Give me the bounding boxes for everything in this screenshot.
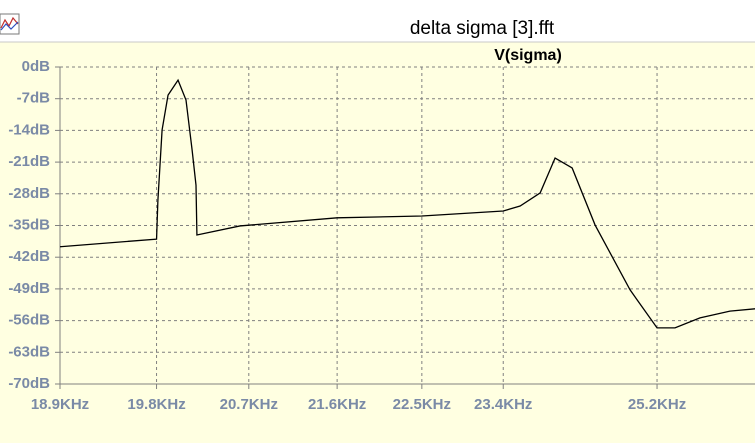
plot-area: 0dB -7dB -14dB -21dB -28dB -35dB -42dB -49dB -56… xyxy=(8,58,755,413)
y-tick-label: -7dB xyxy=(17,90,51,107)
y-tick-label: -42dB xyxy=(8,248,50,265)
y-tick-label: -28dB xyxy=(8,185,50,202)
title-bar xyxy=(0,0,755,42)
y-tick-label: 0dB xyxy=(22,58,51,75)
y-tick-label: -21dB xyxy=(8,153,50,170)
x-tick-label: 21.6KHz xyxy=(308,396,366,413)
x-tick-label: 22.5KHz xyxy=(393,396,451,413)
y-tick-label: -56dB xyxy=(8,312,50,329)
window-icon[interactable] xyxy=(0,13,20,35)
y-tick-label: -70dB xyxy=(8,375,50,392)
x-tick-label: 25.2KHz xyxy=(628,396,686,413)
y-tick-label: -49dB xyxy=(8,280,50,297)
y-tick-label: -63dB xyxy=(8,343,50,360)
x-tick-label: 19.8KHz xyxy=(127,396,185,413)
y-tick-label: -35dB xyxy=(8,216,50,233)
x-tick-label: 20.7KHz xyxy=(220,396,278,413)
y-tick-label: -14dB xyxy=(8,121,50,138)
x-tick-label: 23.4KHz xyxy=(474,396,532,413)
window-title: delta sigma [3].fft xyxy=(410,18,555,39)
trace xyxy=(59,78,755,329)
x-tick-label: 18.9KHz xyxy=(31,396,89,413)
trace-name[interactable]: V(sigma) xyxy=(494,47,562,64)
